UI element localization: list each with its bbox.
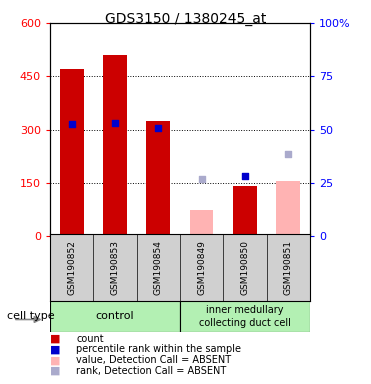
Text: ■: ■ [50,344,60,354]
Text: ■: ■ [50,366,60,376]
Bar [50,301,180,332]
Point [69,121,75,127]
Bar [276,181,300,236]
Point [285,151,291,157]
Text: percentile rank within the sample: percentile rank within the sample [76,344,241,354]
Text: GSM190851: GSM190851 [284,240,293,295]
Text: GSM190853: GSM190853 [111,240,119,295]
Point [198,176,204,182]
Text: inner medullary
collecting duct cell: inner medullary collecting duct cell [199,305,291,328]
Bar [190,210,213,236]
Text: rank, Detection Call = ABSENT: rank, Detection Call = ABSENT [76,366,226,376]
Text: cell type: cell type [7,311,55,321]
Bar [233,187,257,236]
Bar [103,55,127,236]
Bar [60,69,83,236]
Text: GSM190850: GSM190850 [240,240,249,295]
Text: GDS3150 / 1380245_at: GDS3150 / 1380245_at [105,12,266,26]
Text: GSM190849: GSM190849 [197,240,206,295]
Text: control: control [96,311,134,321]
Point [242,174,248,180]
Point [112,120,118,126]
Text: ■: ■ [50,355,60,365]
Point [155,125,161,131]
Bar [147,121,170,236]
Text: value, Detection Call = ABSENT: value, Detection Call = ABSENT [76,355,231,365]
Text: ■: ■ [50,334,60,344]
Text: count: count [76,334,104,344]
Text: GSM190852: GSM190852 [67,240,76,295]
Bar [180,301,310,332]
Text: GSM190854: GSM190854 [154,240,163,295]
